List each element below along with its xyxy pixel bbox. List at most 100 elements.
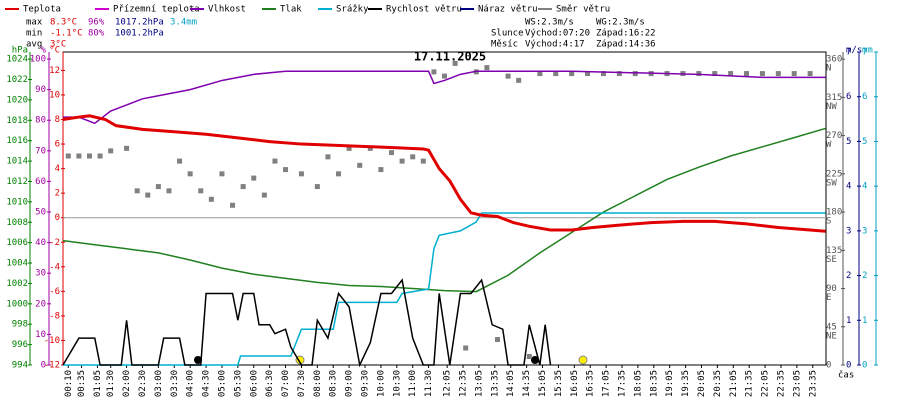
x-tick-label: 04:00 — [186, 370, 196, 397]
y-tick-label: 60 — [35, 177, 46, 187]
y-tick-label: 45 — [826, 322, 837, 332]
stat-precip: 3.4mm — [170, 18, 197, 28]
y-tick-label: 0 — [55, 213, 60, 223]
y-tick-label: 4 — [846, 182, 851, 192]
y-tick-label: 90 — [826, 284, 837, 294]
x-tick-label: 00:35 — [77, 370, 87, 397]
x-tick-label: 09:30 — [361, 370, 371, 397]
compass-label: NW — [826, 102, 837, 112]
y-tick-label: 0 — [862, 361, 867, 371]
x-tick-label: 06:30 — [265, 370, 275, 397]
y-tick-label: 1000 — [6, 299, 28, 309]
y-tick-label: 360 — [826, 55, 842, 65]
direction-point — [553, 71, 559, 77]
y-tick-label: 6 — [862, 92, 867, 102]
moon-marker — [531, 356, 539, 364]
series-line — [63, 70, 826, 125]
x-tick-label: 08:30 — [329, 370, 339, 397]
x-tick-label: 09:00 — [345, 370, 355, 397]
x-axis-label: čas — [838, 370, 854, 381]
y-tick-label: 270 — [826, 131, 842, 141]
y-tick-label: 6 — [846, 92, 851, 102]
legend-label: Tlak — [280, 5, 302, 15]
y-tick-label: 1016 — [6, 136, 28, 146]
x-tick-label: 04:30 — [202, 370, 212, 397]
sun-marker — [578, 355, 588, 365]
direction-point — [600, 71, 606, 77]
x-tick-label: 19:35 — [681, 370, 691, 397]
direction-point — [616, 71, 622, 77]
x-tick-label: 05:30 — [233, 370, 243, 397]
stat-label: avg — [26, 40, 42, 50]
x-tick-label: 03:00 — [154, 370, 164, 397]
x-tick-label: 22:35 — [776, 370, 786, 397]
y-tick-label: 180 — [826, 208, 842, 218]
compass-label: N — [826, 64, 831, 74]
y-tick-label: 90 — [35, 85, 46, 95]
y-tick-label: 30 — [35, 269, 46, 279]
y-tick-label: 5 — [862, 137, 867, 147]
compass-label: NE — [826, 331, 837, 341]
x-tick-label: 23:05 — [792, 370, 802, 397]
y-tick-label: 4 — [55, 164, 60, 174]
info-text: Západ:14:36 — [596, 40, 656, 50]
compass-label: SE — [826, 255, 837, 265]
direction-point — [134, 188, 140, 194]
direction-point — [86, 153, 92, 159]
x-tick-label: 01:30 — [106, 370, 116, 397]
direction-point — [505, 73, 511, 79]
stat-pressure: 1001.2hPa — [115, 29, 164, 39]
direction-point — [298, 171, 304, 177]
info-text: Východ:07:20 — [525, 29, 590, 39]
x-tick-label: 15:05 — [538, 370, 548, 397]
compass-label: W — [826, 140, 832, 150]
y-tick-label: 998 — [12, 320, 28, 330]
y-tick-label: 135 — [826, 246, 842, 256]
legend-label: Vlhkost — [208, 5, 246, 15]
chart-title: 17.11.2025 — [414, 50, 486, 64]
direction-point — [240, 184, 246, 190]
x-tick-label: 11:00 — [408, 370, 418, 397]
direction-point — [463, 345, 469, 351]
legend-label: Srážky — [336, 5, 369, 15]
direction-point — [314, 184, 320, 190]
info-text: WS:2.3m/s — [525, 18, 574, 28]
x-tick-label: 10:00 — [376, 370, 386, 397]
y-tick-label: 0 — [41, 361, 46, 371]
y-tick-label: 0 — [846, 361, 851, 371]
compass-label: E — [826, 293, 831, 303]
direction-point — [516, 77, 522, 83]
y-tick-label: 1010 — [6, 197, 28, 207]
direction-point — [378, 167, 384, 173]
y-tick-label: 1006 — [6, 238, 28, 248]
direction-point — [431, 69, 437, 75]
y-tick-label: 1012 — [6, 177, 28, 187]
direction-point — [219, 171, 225, 177]
x-tick-label: 13:05 — [474, 370, 484, 397]
y-tick-label: -4 — [49, 262, 60, 272]
x-tick-label: 01:05 — [93, 370, 103, 397]
direction-point — [410, 154, 416, 160]
x-tick-label: 11:30 — [424, 370, 434, 397]
y-tick-label: 100 — [30, 55, 46, 65]
y-tick-label: 10 — [49, 90, 60, 100]
direction-point — [484, 65, 490, 71]
stat-label: max — [26, 18, 43, 28]
info-text: Západ:16:22 — [596, 29, 656, 39]
x-tick-label: 15:35 — [554, 370, 564, 397]
direction-point — [145, 192, 151, 198]
x-tick-label: 05:00 — [217, 370, 227, 397]
y-tick-label: 1008 — [6, 218, 28, 228]
axis-unit: hPa — [12, 46, 28, 56]
direction-point — [283, 167, 289, 173]
x-tick-label: 00:10 — [64, 370, 74, 397]
y-tick-label: 1020 — [6, 95, 28, 105]
x-tick-label: 07:00 — [281, 370, 291, 397]
direction-point — [97, 153, 103, 159]
compass-label: S — [826, 217, 831, 227]
x-tick-label: 14:35 — [522, 370, 532, 397]
direction-point — [791, 71, 797, 77]
x-tick-label: 16:35 — [586, 370, 596, 397]
y-tick-label: 80 — [35, 116, 46, 126]
